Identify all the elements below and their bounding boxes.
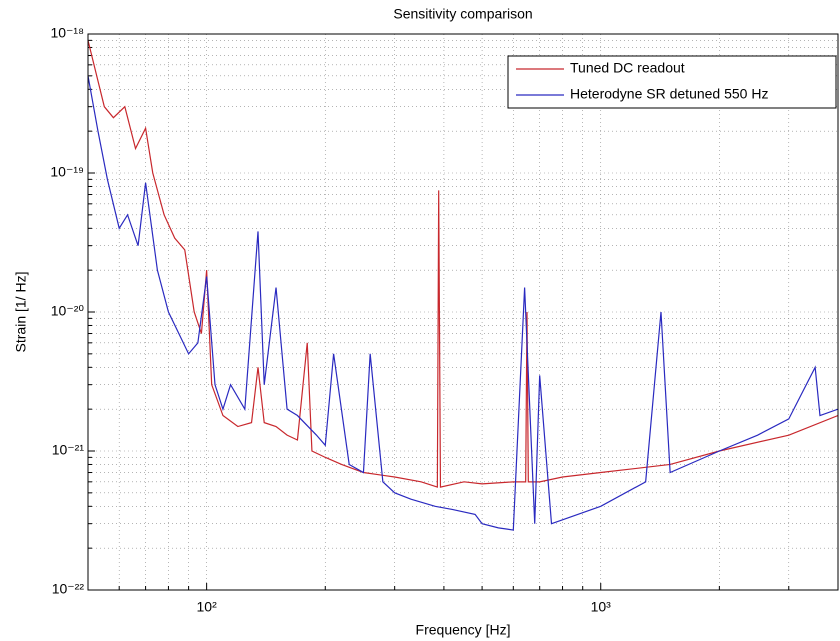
y-tick-label: 10⁻¹⁸ xyxy=(50,25,84,41)
y-tick-label: 10⁻²⁰ xyxy=(51,303,85,319)
y-tick-label: 10⁻²¹ xyxy=(52,442,85,458)
series-line xyxy=(88,75,838,531)
y-axis-label: Strain [1/ Hz] xyxy=(13,272,29,353)
y-tick-label: 10⁻¹⁹ xyxy=(50,164,84,180)
chart-title: Sensitivity comparison xyxy=(393,6,532,22)
legend-box xyxy=(507,55,837,109)
legend-label: Heterodyne SR detuned 550 Hz xyxy=(570,86,768,102)
x-axis-label: Frequency [Hz] xyxy=(416,622,511,638)
x-tick-label: 10² xyxy=(197,599,218,615)
plot-frame xyxy=(87,33,839,591)
series-line xyxy=(88,40,838,488)
legend-label: Tuned DC readout xyxy=(570,60,685,76)
x-tick-label: 10³ xyxy=(591,599,612,615)
y-tick-label: 10⁻²² xyxy=(52,581,85,597)
